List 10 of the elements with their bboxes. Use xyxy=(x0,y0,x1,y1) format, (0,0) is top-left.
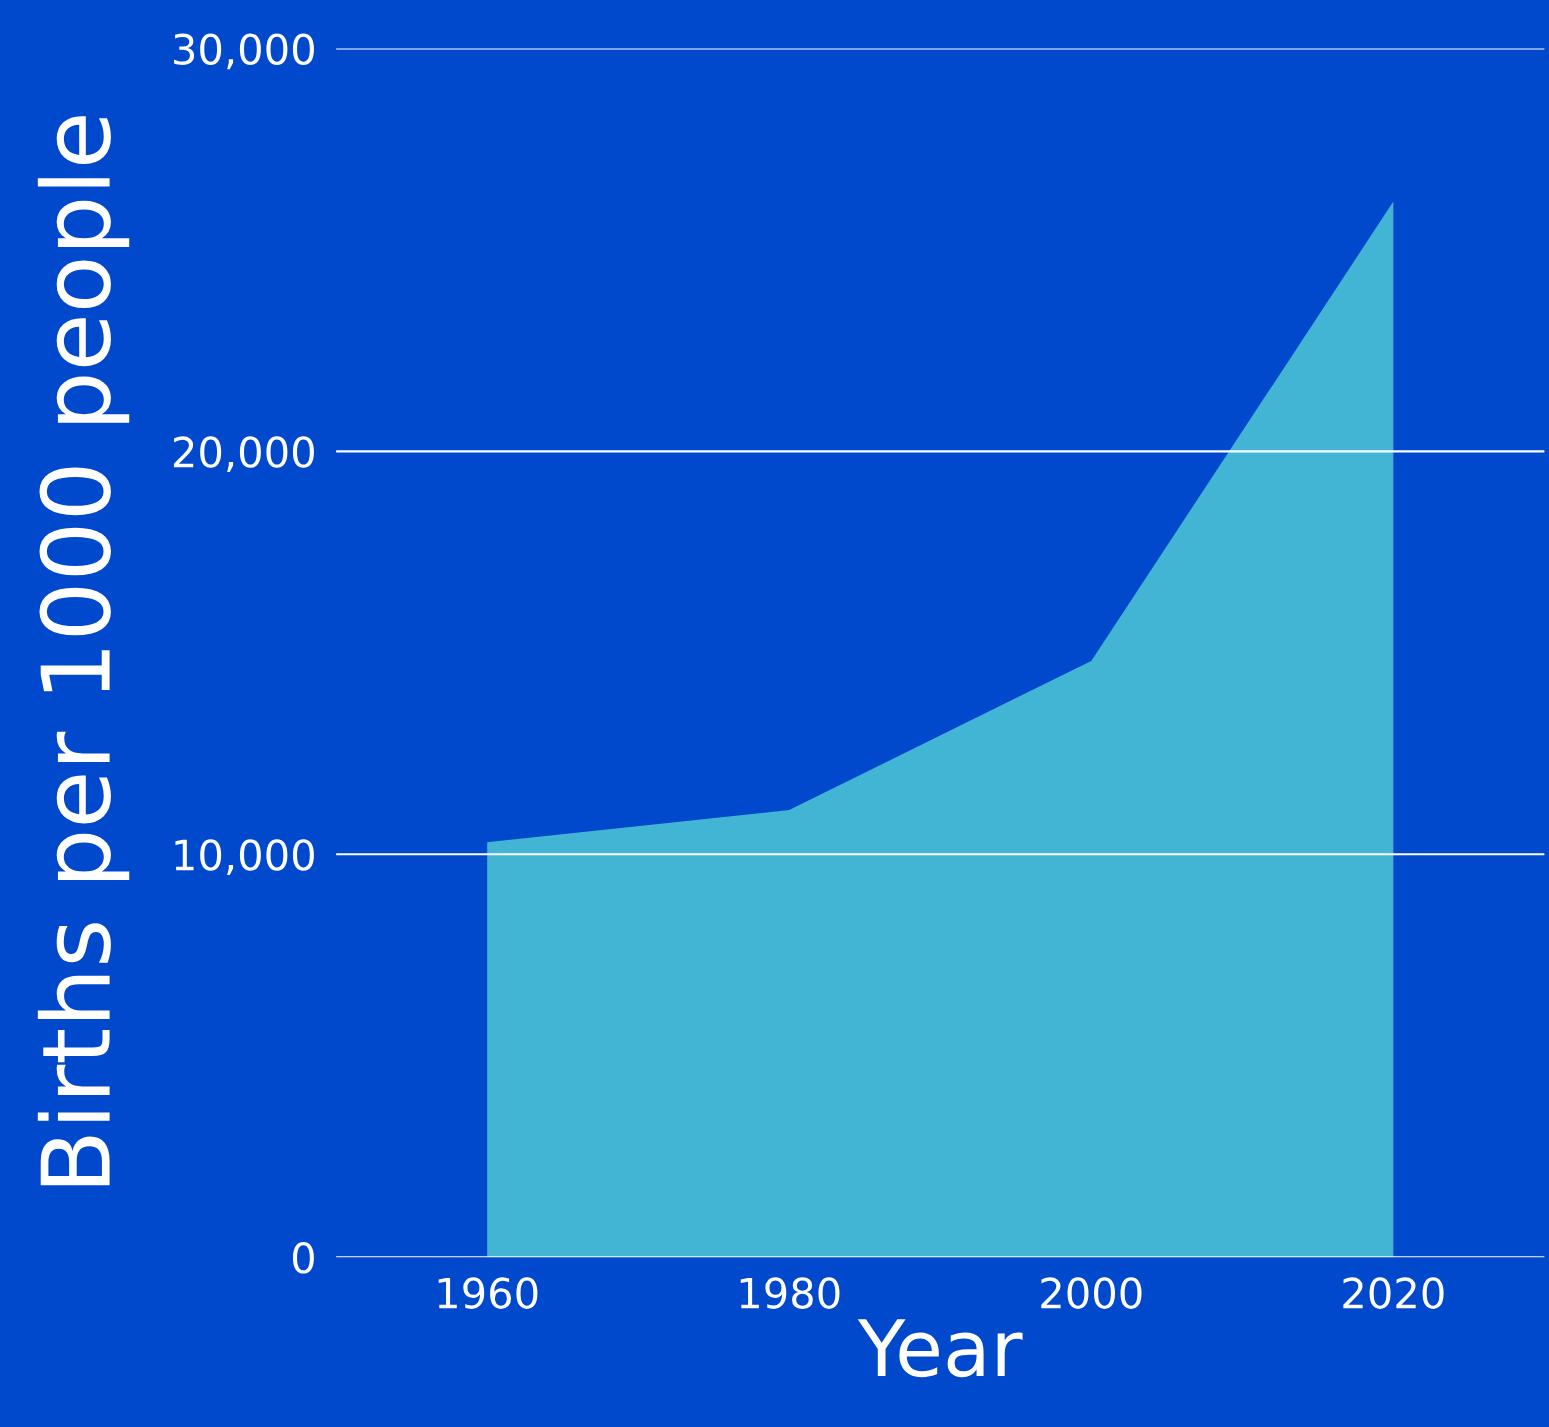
y-tick-label: 10,000 xyxy=(175,839,314,875)
x-tick-label: 1960 xyxy=(438,1277,538,1309)
y-tick-label: 20,000 xyxy=(173,436,314,473)
y-tick-label: 0 xyxy=(292,1242,314,1274)
x-tick-label: 2000 xyxy=(1041,1277,1142,1309)
y-tick-label: 30,000 xyxy=(174,33,314,70)
y-axis-title: Births per 1000 people xyxy=(37,116,130,1186)
x-tick-label: 1980 xyxy=(740,1277,840,1309)
x-axis-title: Year xyxy=(857,1319,1023,1378)
x-tick-label: 2020 xyxy=(1343,1277,1444,1309)
